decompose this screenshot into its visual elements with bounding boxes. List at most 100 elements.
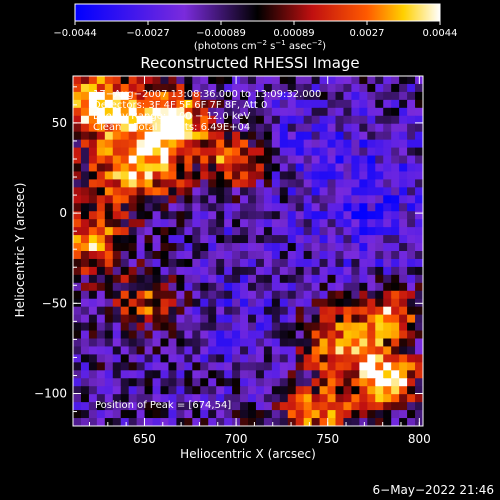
heatmap-cell	[232, 227, 241, 236]
heatmap-cell	[343, 227, 352, 236]
heatmap-cell	[232, 147, 241, 157]
heatmap-cell	[184, 402, 193, 411]
heatmap-cell	[343, 211, 352, 220]
heatmap-cell	[88, 322, 98, 332]
heatmap-cell	[184, 203, 193, 212]
heatmap-cell	[335, 115, 345, 125]
heatmap-cell	[351, 266, 360, 276]
heatmap-cell	[303, 107, 313, 117]
heatmap-cell	[271, 314, 281, 324]
heatmap-cell	[224, 123, 233, 133]
heatmap-cell	[343, 107, 352, 117]
heatmap-cell	[311, 362, 321, 371]
heatmap-cell	[168, 306, 177, 316]
heatmap-cell	[319, 235, 329, 244]
heatmap-cell	[200, 195, 209, 204]
heatmap-cell	[120, 155, 130, 165]
heatmap-cell	[391, 76, 400, 85]
heatmap-cell	[112, 354, 122, 363]
heatmap-cell	[248, 354, 257, 363]
heatmap-cell	[248, 76, 257, 85]
heatmap-cell	[128, 227, 138, 236]
heatmap-cell	[271, 203, 281, 212]
heatmap-cell	[407, 163, 416, 173]
heatmap-cell	[136, 171, 146, 180]
heatmap-cell	[351, 211, 360, 220]
heatmap-cell	[80, 123, 90, 133]
heatmap-cell	[287, 266, 297, 276]
heatmap-cell	[160, 195, 170, 204]
heatmap-cell	[216, 258, 225, 268]
heatmap-cell	[184, 83, 193, 93]
heatmap-cell	[319, 187, 329, 196]
heatmap-cell	[248, 306, 257, 316]
heatmap-cell	[96, 203, 106, 212]
heatmap-cell	[152, 394, 162, 403]
heatmap-cell	[287, 290, 297, 300]
heatmap-cell	[208, 123, 217, 133]
heatmap-cell	[200, 258, 209, 268]
heatmap-cell	[391, 187, 400, 196]
heatmap-cell	[295, 322, 305, 332]
heatmap-cell	[208, 346, 217, 355]
heatmap-cell	[160, 386, 170, 395]
heatmap-cell	[271, 402, 281, 411]
heatmap-cell	[192, 378, 201, 387]
heatmap-cell	[224, 187, 233, 196]
heatmap-cell	[295, 235, 305, 244]
heatmap-cell	[73, 227, 82, 236]
heatmap-cell	[208, 219, 217, 228]
heatmap-cell	[73, 418, 82, 426]
heatmap-cell	[407, 99, 416, 109]
heatmap-cell	[375, 139, 384, 149]
heatmap-cell	[73, 354, 82, 363]
heatmap-cell	[343, 378, 352, 387]
heatmap-cell	[311, 83, 321, 93]
heatmap-cell	[359, 179, 368, 188]
heatmap-cell	[391, 378, 400, 387]
heatmap-cell	[263, 306, 273, 316]
heatmap-cell	[407, 354, 416, 363]
heatmap-cell	[343, 306, 352, 316]
heatmap-cell	[200, 123, 209, 133]
heatmap-cell	[351, 219, 360, 228]
heatmap-cell	[255, 243, 265, 252]
heatmap-cell	[407, 83, 416, 93]
heatmap-cell	[319, 107, 329, 117]
heatmap-cell	[383, 394, 392, 403]
heatmap-cell	[415, 155, 423, 165]
heatmap-cell	[112, 171, 122, 180]
heatmap-cell	[319, 410, 329, 419]
chart-title: Reconstructed RHESSI Image	[140, 54, 359, 72]
heatmap-cell	[415, 235, 423, 244]
heatmap-cell	[224, 306, 233, 316]
heatmap-cell	[303, 298, 313, 308]
heatmap-cell	[96, 394, 106, 403]
heatmap-cell	[367, 115, 376, 125]
heatmap-cell	[343, 258, 352, 268]
heatmap-cell	[375, 131, 384, 141]
heatmap-cell	[383, 76, 392, 85]
heatmap-cell	[311, 211, 321, 220]
heatmap-cell	[327, 410, 337, 419]
heatmap-cell	[120, 91, 130, 101]
heatmap-cell	[136, 394, 146, 403]
heatmap-cell	[248, 171, 257, 180]
heatmap-cell	[319, 322, 329, 332]
heatmap-cell	[112, 227, 122, 236]
heatmap-cell	[184, 91, 193, 101]
heatmap-cell	[271, 99, 281, 109]
heatmap-cell	[303, 155, 313, 165]
heatmap-cell	[192, 386, 201, 395]
heatmap-cell	[88, 418, 98, 426]
heatmap-cell	[327, 131, 337, 141]
heatmap-cell	[208, 362, 217, 371]
heatmap-cell	[168, 410, 177, 419]
heatmap-cell	[200, 203, 209, 212]
heatmap-cell	[287, 76, 297, 85]
heatmap-cell	[391, 211, 400, 220]
heatmap-cell	[184, 386, 193, 395]
heatmap-cell	[407, 298, 416, 308]
heatmap-cell	[311, 322, 321, 332]
